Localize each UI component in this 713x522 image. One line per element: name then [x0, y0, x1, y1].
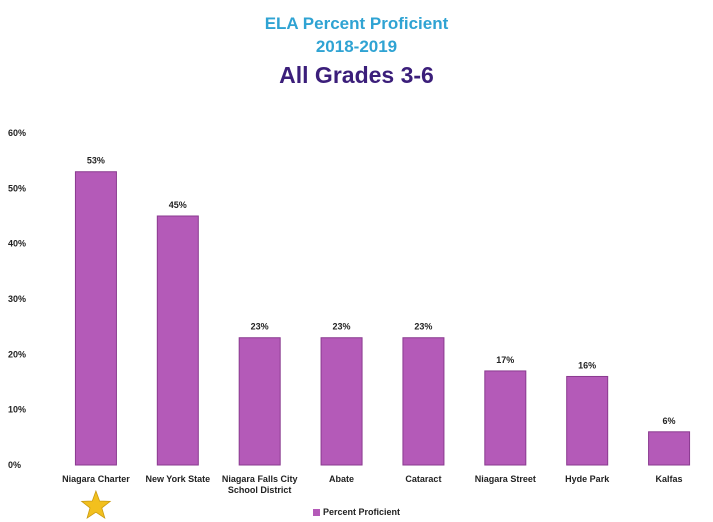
data-label: 6% [663, 416, 676, 426]
chart-title: ELA Percent Proficient [264, 14, 449, 33]
data-label: 16% [578, 360, 596, 370]
bar [74, 171, 117, 466]
x-tick-label: Hyde Park [565, 474, 610, 484]
data-label: 53% [87, 156, 105, 166]
bar [648, 431, 691, 466]
data-label: 23% [251, 322, 269, 332]
x-tick-label: Cataract [405, 474, 441, 484]
bar [484, 370, 527, 466]
data-label: 23% [414, 322, 432, 332]
y-tick-label: 30% [8, 294, 26, 304]
x-tick-label: Niagara Falls City [222, 474, 298, 484]
y-tick-label: 40% [8, 239, 26, 249]
y-tick-label: 10% [8, 405, 26, 415]
data-label: 17% [496, 355, 514, 365]
x-tick-label: New York State [145, 474, 210, 484]
star-icon [80, 489, 112, 520]
legend: Percent Proficient [0, 507, 713, 517]
x-tick-label: Kalfas [656, 474, 683, 484]
x-tick-label: Niagara Street [475, 474, 536, 484]
chart-subtitle: 2018-2019 [315, 37, 398, 56]
bar [156, 215, 199, 466]
x-tick-label: Niagara Charter [62, 474, 130, 484]
bar [238, 337, 281, 466]
bar [320, 337, 363, 466]
data-label: 45% [169, 200, 187, 210]
chart-heading: All Grades 3-6 [279, 62, 434, 88]
y-tick-label: 60% [8, 128, 26, 138]
bar [402, 337, 445, 466]
x-tick-label: Abate [329, 474, 354, 484]
legend-label: Percent Proficient [322, 507, 401, 517]
bar [566, 375, 609, 466]
x-tick-label: School District [228, 485, 292, 495]
y-tick-label: 20% [8, 349, 26, 359]
y-tick-label: 0% [8, 460, 21, 470]
data-label: 23% [333, 322, 351, 332]
legend-swatch [312, 509, 320, 517]
y-tick-label: 50% [8, 183, 26, 193]
